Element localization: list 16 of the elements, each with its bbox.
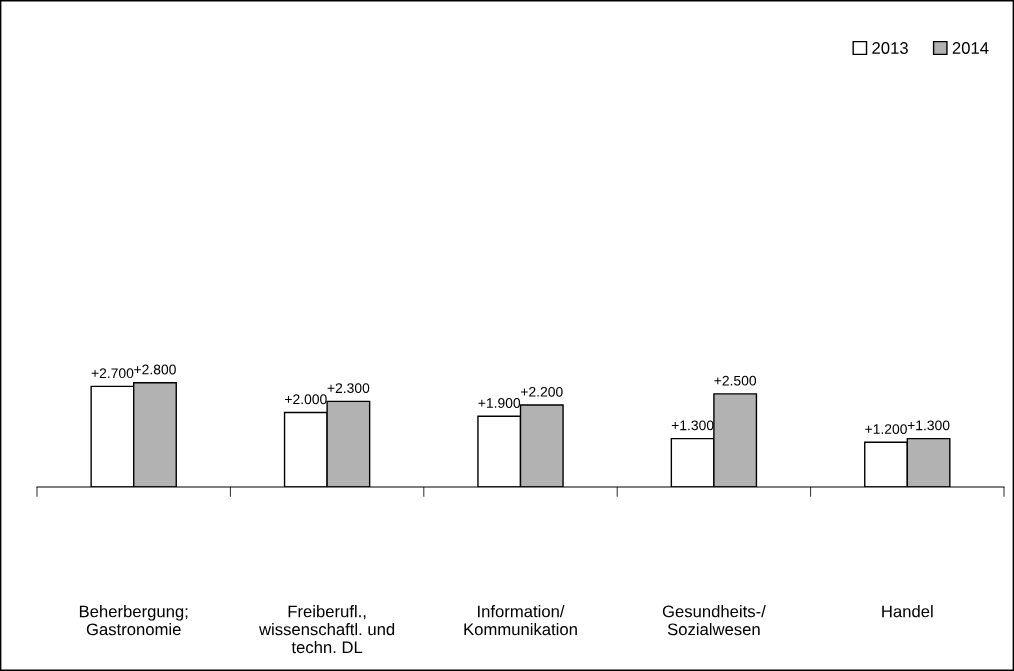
data-label: +2.700	[91, 368, 134, 379]
x-tick-label: Beherbergung; Gastronomie	[79, 605, 188, 636]
data-label: +1.200	[865, 424, 907, 434]
data-label: +2.000	[285, 394, 327, 405]
x-tick-label: Handel	[882, 605, 933, 618]
data-label: +2.200	[521, 386, 563, 397]
data-label: +2.500	[714, 375, 757, 386]
x-tick-label: Gesundheits-/ Sozialwesen	[662, 605, 766, 636]
legend-label: 2014	[952, 42, 989, 54]
data-label: +1.300	[907, 420, 950, 431]
x-tick-label: Information/ Kommunikation	[464, 605, 577, 636]
x-tick-label: Freiberufl., wissenschaftl. und techn. DL	[258, 605, 395, 654]
data-label: +2.800	[134, 364, 176, 375]
legend-label: 2013	[872, 42, 908, 54]
data-label: +1.900	[478, 398, 521, 408]
data-label: +2.300	[327, 383, 370, 394]
